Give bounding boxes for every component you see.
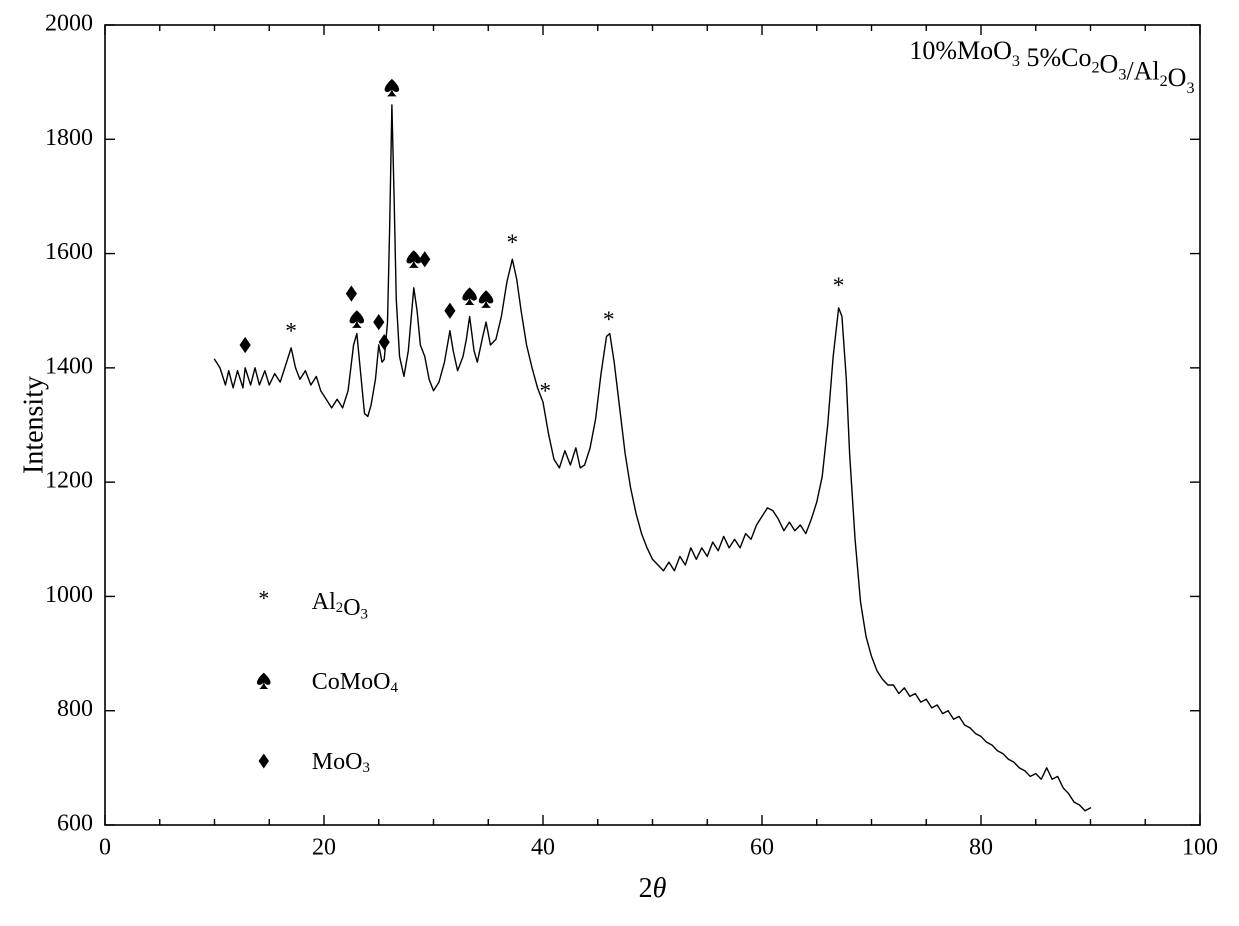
- svg-text:1200: 1200: [45, 468, 93, 494]
- svg-text:*: *: [285, 319, 297, 345]
- legend-label: CoMoO4: [312, 669, 399, 697]
- xrd-trace: [215, 105, 1091, 811]
- svg-text:80: 80: [969, 835, 993, 861]
- svg-text:1600: 1600: [45, 239, 93, 265]
- svg-text:*: *: [258, 587, 269, 611]
- svg-text:40: 40: [531, 835, 555, 861]
- legend-label: Al2O3: [312, 589, 368, 623]
- svg-text:1800: 1800: [45, 125, 93, 151]
- xrd-chart: 0 20 40 60 80 100 600 800 1000 1200 1400 1600 1800 20…: [0, 0, 1239, 926]
- legend: * Al2O3 CoMoO4 MoO3: [257, 587, 398, 777]
- sample-composition-label: 10%MoO3 5%Co2O3/Al2O3: [909, 36, 1194, 97]
- y-axis-label: Intensity: [18, 376, 49, 474]
- svg-text:20: 20: [312, 835, 336, 861]
- svg-text:*: *: [506, 230, 518, 256]
- peak-markers: * * * * *: [240, 79, 845, 405]
- svg-text:100: 100: [1182, 835, 1218, 861]
- svg-text:60: 60: [750, 835, 774, 861]
- svg-text:1400: 1400: [45, 353, 93, 379]
- x-axis-label: 2θ: [639, 873, 667, 904]
- svg-text:800: 800: [57, 696, 93, 722]
- svg-text:2000: 2000: [45, 11, 93, 37]
- legend-label: MoO3: [312, 749, 370, 777]
- svg-text:*: *: [833, 273, 845, 299]
- svg-text:1000: 1000: [45, 582, 93, 608]
- chart-svg: 0 20 40 60 80 100 600 800 1000 1200 1400 1600 1800 20…: [0, 0, 1239, 926]
- svg-text:*: *: [603, 307, 615, 333]
- svg-text:600: 600: [57, 811, 93, 837]
- svg-text:0: 0: [99, 835, 111, 861]
- svg-text:*: *: [539, 379, 551, 405]
